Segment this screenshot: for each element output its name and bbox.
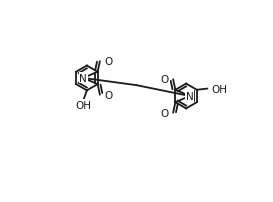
Text: OH: OH [75, 100, 91, 110]
Text: N: N [186, 92, 194, 101]
Text: O: O [104, 57, 112, 67]
Text: N: N [79, 74, 87, 84]
Text: O: O [161, 108, 169, 118]
Text: O: O [161, 75, 169, 85]
Text: O: O [104, 90, 112, 100]
Text: OH: OH [212, 84, 227, 94]
